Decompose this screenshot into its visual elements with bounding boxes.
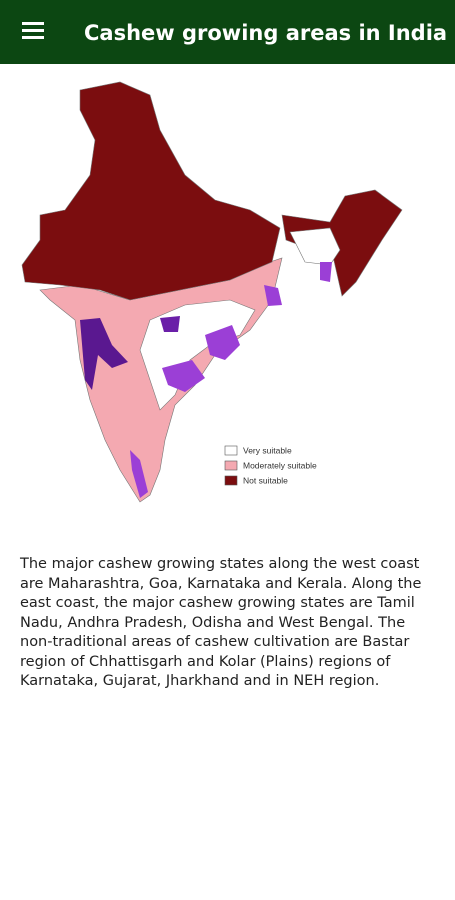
legend-swatch xyxy=(224,475,238,486)
northeast-white xyxy=(289,227,341,266)
bastar-purple xyxy=(160,316,180,332)
kerala-purple xyxy=(130,450,148,498)
east-coast-purple xyxy=(162,360,205,392)
odisha-purple xyxy=(205,325,240,360)
west-coast-purple xyxy=(80,318,128,390)
legend-swatch xyxy=(224,460,238,471)
bengal-purple xyxy=(264,285,282,306)
legend-label: Very suitable xyxy=(243,445,292,455)
page-title: Cashew growing areas in India xyxy=(84,21,448,45)
app-bar: Cashew growing areas in India xyxy=(0,0,455,64)
india-map: Very suitable Moderately suitable Not su… xyxy=(21,81,403,503)
legend-label: Not suitable xyxy=(243,475,288,485)
north-region xyxy=(21,81,281,301)
menu-button[interactable] xyxy=(22,22,44,40)
legend-label: Moderately suitable xyxy=(243,460,317,470)
legend-swatch xyxy=(224,445,238,456)
description: The major cashew growing states along th… xyxy=(20,556,422,689)
neh-purple xyxy=(320,262,332,282)
